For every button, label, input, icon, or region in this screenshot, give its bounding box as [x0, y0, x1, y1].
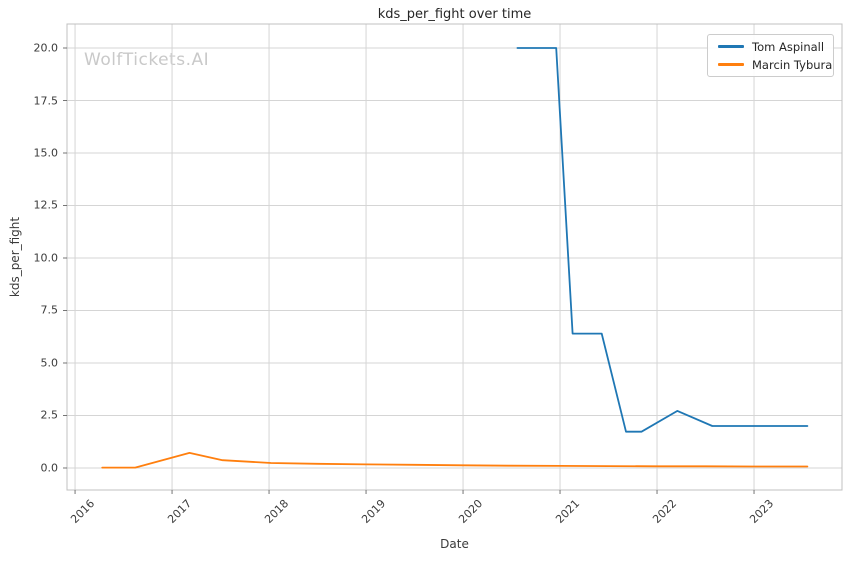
legend: Tom Aspinall Marcin Tybura: [707, 34, 834, 77]
x-axis-label: Date: [440, 537, 469, 551]
y-tick-label: 12.5: [33, 198, 59, 212]
y-tick-label: 15.0: [33, 146, 59, 160]
chart-title: kds_per_fight over time: [377, 7, 532, 22]
y-tick-label: 20.0: [33, 41, 59, 55]
legend-line-swatch-orange: [718, 63, 744, 66]
y-tick-label: 5.0: [40, 356, 59, 370]
y-tick-label: 7.5: [40, 303, 59, 317]
plot-border: [66, 23, 843, 491]
y-tick-label: 17.5: [33, 94, 59, 107]
y-tick-label: 10.0: [33, 251, 59, 265]
legend-label: Marcin Tybura: [752, 57, 833, 72]
watermark: WolfTickets.AI: [84, 50, 210, 70]
y-axis-label: kds_per_fight: [8, 216, 22, 298]
series-line-marcin-tybura: [101, 451, 809, 469]
legend-label: Tom Aspinall: [752, 39, 825, 54]
y-tick-label: 2.5: [40, 408, 59, 422]
legend-line-swatch-blue: [718, 45, 744, 48]
legend-item-tom-aspinall: Tom Aspinall: [718, 39, 833, 54]
series-line-tom-aspinall: [516, 47, 809, 433]
y-tick-label: 0.0: [40, 461, 59, 475]
legend-item-marcin-tybura: Marcin Tybura: [718, 57, 833, 72]
